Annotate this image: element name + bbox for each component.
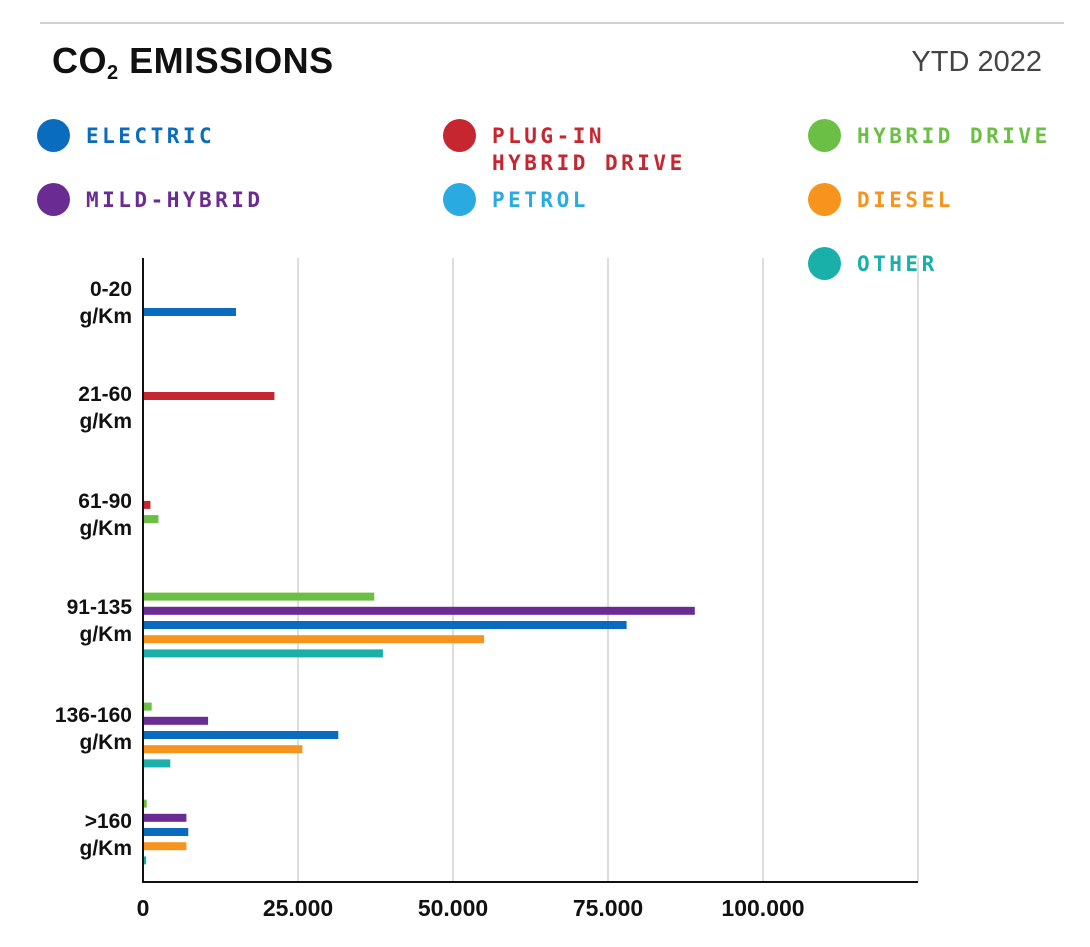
legend-item: ELECTRIC bbox=[37, 119, 215, 152]
x-tick-label: 75.000 bbox=[572, 895, 644, 921]
x-tick-label: 100.000 bbox=[721, 895, 805, 921]
bar-mild-hybrid bbox=[143, 813, 187, 822]
legend-label: DIESEL bbox=[857, 188, 954, 212]
legend-item: MILD-HYBRID bbox=[37, 183, 264, 216]
bar-mild-hybrid bbox=[143, 606, 695, 615]
legend-item: HYBRID DRIVE bbox=[808, 119, 1051, 152]
bar-electric bbox=[143, 828, 189, 836]
bar-diesel bbox=[143, 842, 187, 851]
x-tick-label: 25.000 bbox=[262, 895, 334, 921]
category-label: 91-135 g/Km bbox=[66, 596, 132, 646]
bar-electric bbox=[143, 308, 236, 316]
bar-diesel bbox=[143, 635, 484, 644]
legend-label: MILD-HYBRID bbox=[86, 188, 264, 212]
bar-hybrid-drive bbox=[143, 702, 152, 711]
bar-other bbox=[143, 759, 171, 768]
category-label: >160 g/Km bbox=[79, 810, 133, 860]
legend-item: DIESEL bbox=[808, 183, 954, 216]
bar-diesel bbox=[143, 745, 303, 754]
legend-dot-icon bbox=[443, 183, 476, 216]
legend-label: PETROL bbox=[492, 188, 589, 212]
category-label: 0-20 g/Km bbox=[79, 278, 133, 328]
bar-other bbox=[143, 649, 383, 658]
chart-title: CO2 EMISSIONS bbox=[52, 40, 334, 84]
legend-label: HYBRID DRIVE bbox=[857, 124, 1051, 148]
bar-electric bbox=[143, 731, 339, 739]
bar-plug-in-hybrid-drive bbox=[143, 392, 275, 400]
bar-plug-in-hybrid-drive bbox=[143, 500, 151, 509]
bar-mild-hybrid bbox=[143, 716, 209, 725]
bar-hybrid-drive bbox=[143, 515, 159, 524]
legend-dot-icon bbox=[808, 183, 841, 216]
legend-label: OTHER bbox=[857, 252, 938, 276]
legend-label: ELECTRIC bbox=[86, 124, 216, 148]
bar-other bbox=[143, 856, 147, 865]
legend-item: OTHER bbox=[808, 247, 938, 280]
legend-dot-icon bbox=[37, 119, 70, 152]
top-divider bbox=[40, 22, 1064, 24]
legend-label: PLUG-IN HYBRID DRIVE bbox=[492, 124, 686, 175]
x-tick-label: 0 bbox=[136, 895, 150, 921]
category-label: 136-160 g/Km bbox=[54, 704, 132, 754]
legend-item: PLUG-IN HYBRID DRIVE bbox=[443, 119, 686, 177]
bar-hybrid-drive bbox=[143, 592, 375, 601]
legend-dot-icon bbox=[808, 247, 841, 280]
period-label: YTD 2022 bbox=[911, 46, 1042, 78]
legend-item: PETROL bbox=[443, 183, 589, 216]
category-label: 21-60 g/Km bbox=[78, 383, 132, 433]
category-label: 61-90 g/Km bbox=[78, 490, 132, 540]
legend-dot-icon bbox=[808, 119, 841, 152]
legend-dot-icon bbox=[37, 183, 70, 216]
legend-dot-icon bbox=[443, 119, 476, 152]
x-tick-label: 50.000 bbox=[417, 895, 489, 921]
bar-hybrid-drive bbox=[143, 799, 147, 808]
bar-electric bbox=[143, 621, 627, 629]
